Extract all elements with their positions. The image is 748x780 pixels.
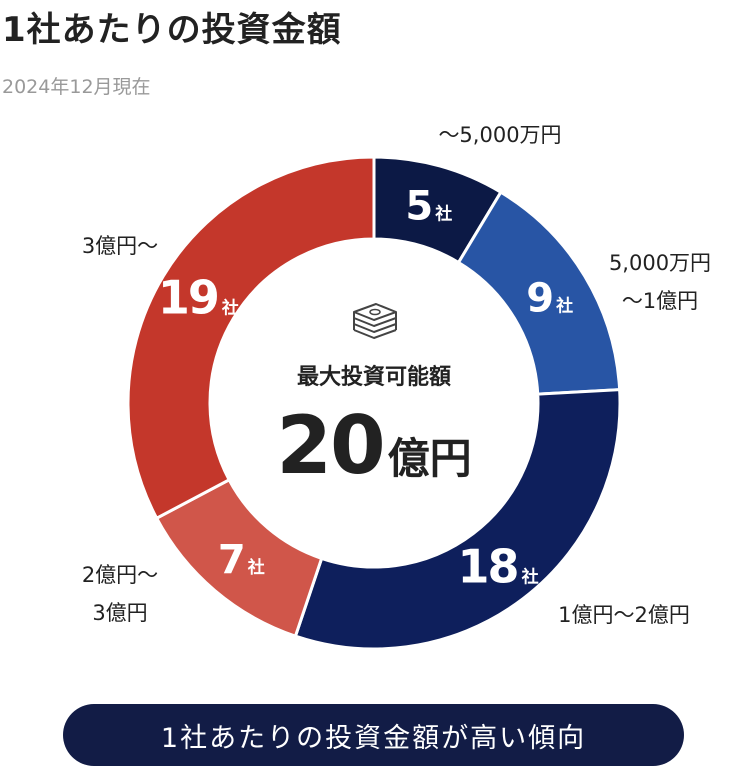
slice-category-label: ～5,000万円 bbox=[438, 123, 561, 147]
date-subtitle: 2024年12月現在 bbox=[2, 76, 151, 98]
slice-category-label: 1億円～2億円 bbox=[558, 603, 690, 627]
center-value: 20億円 bbox=[276, 399, 471, 492]
slice-category-label: 2億円～ 3億円 bbox=[82, 563, 158, 625]
slice-category-label: 3億円～ bbox=[82, 234, 158, 258]
page-title: 1社あたりの投資金額 bbox=[2, 10, 342, 50]
slice-category-label: 5,000万円～1億円 bbox=[609, 251, 711, 313]
slice-value-label: 18 社 bbox=[458, 539, 539, 593]
donut-slice bbox=[293, 388, 622, 651]
donut-slice bbox=[126, 155, 376, 521]
center-label: 最大投資可能額 bbox=[297, 364, 451, 390]
money-stack-icon bbox=[353, 303, 397, 339]
slice-value-label: 19 社 bbox=[158, 270, 239, 324]
donut-chart: 5 社 9 社 18 社 7 社 19 社 ～5,000万円 5,000万円～1億円 1億円～2億円 2… bbox=[82, 123, 711, 651]
trend-button[interactable]: 1社あたりの投資金額が高い傾向 bbox=[63, 704, 684, 766]
